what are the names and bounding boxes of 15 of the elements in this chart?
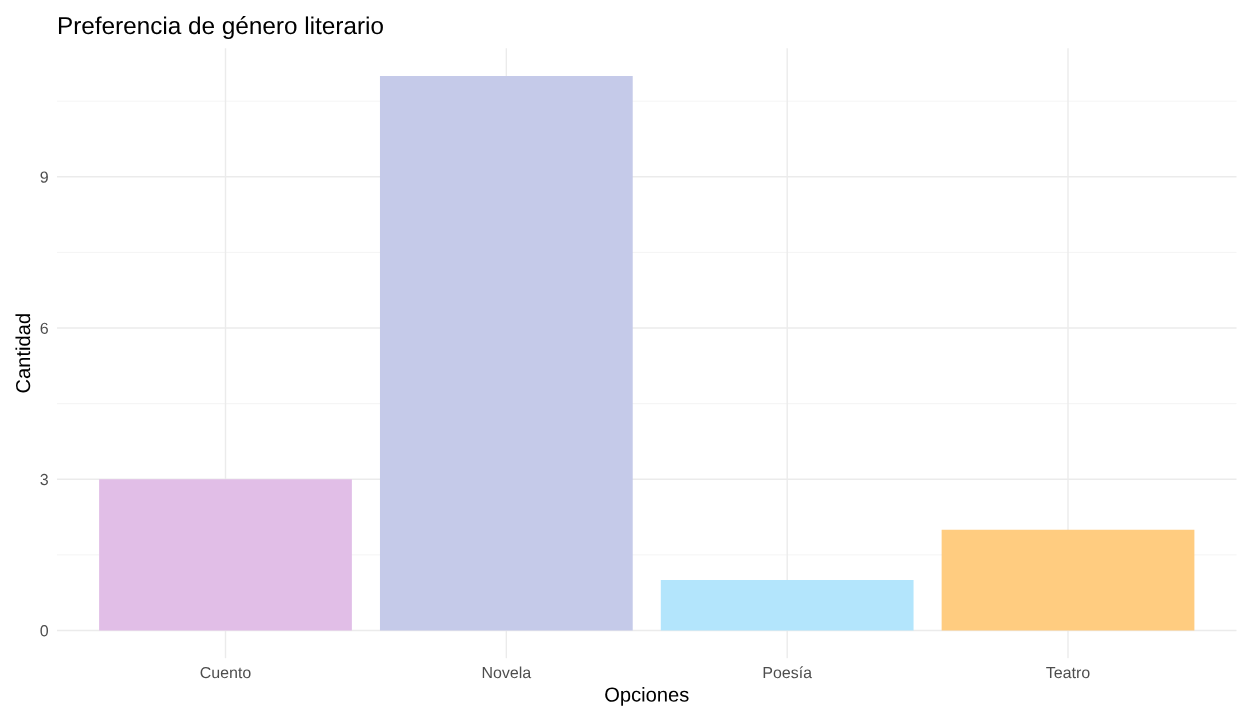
y-axis-title: Cantidad	[15, 314, 31, 393]
chart-title: Preferencia de género literario	[58, 16, 383, 40]
x-tick-label: Teatro	[1046, 667, 1090, 679]
x-tick-label: Cuento	[200, 666, 251, 679]
y-tick-label: 6	[40, 322, 48, 334]
y-tick-label: 0	[40, 625, 49, 637]
x-tick-label: Poesía	[763, 666, 813, 679]
bar	[660, 580, 914, 631]
bar	[941, 529, 1195, 631]
bar	[99, 479, 352, 631]
y-tick-label: 9	[40, 171, 48, 183]
bar	[379, 76, 633, 631]
x-tick-label: Novela	[482, 666, 532, 679]
y-tick-label: 3	[40, 473, 48, 486]
x-axis-title: Opciones	[605, 686, 689, 706]
